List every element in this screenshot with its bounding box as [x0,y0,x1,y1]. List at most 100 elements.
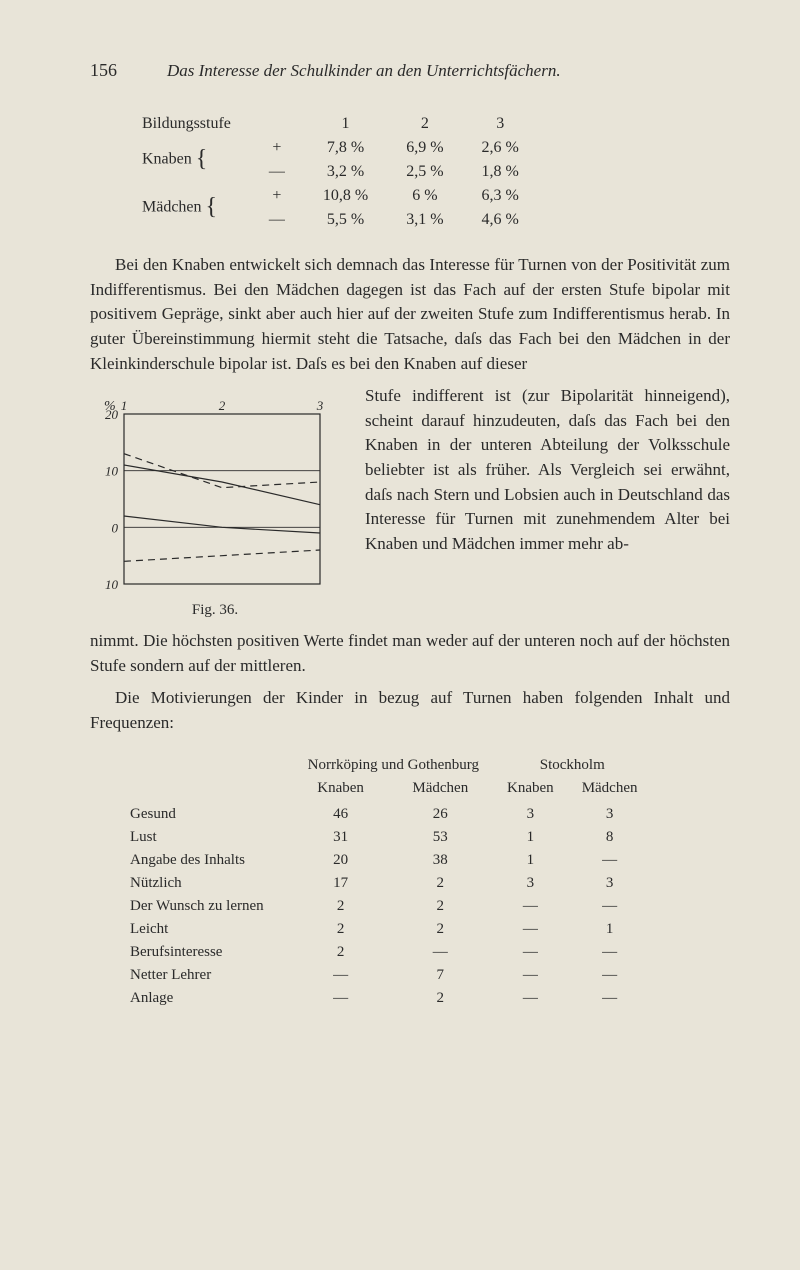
data-cell: 1 [568,918,652,941]
table-row: Anlage—2—— [130,987,652,1010]
data-cell: 31 [294,826,388,849]
data-cell: 5,5 % [305,209,386,231]
sign-cell: — [251,209,303,231]
table-row: Leicht22—1 [130,918,652,941]
data-cell: — [294,987,388,1010]
col-header: Knaben [294,777,388,800]
data-cell: 2 [294,941,388,964]
row-label: Knaben { [142,137,249,183]
data-cell: — [493,918,568,941]
data-cell: 26 [388,800,493,826]
data-cell: 2 [388,918,493,941]
data-cell: — [568,987,652,1010]
table-row: Berufsinteresse2——— [130,941,652,964]
data-cell: 4,6 % [464,209,537,231]
data-cell: 20 [294,849,388,872]
svg-text:1: 1 [121,398,128,413]
data-cell: 7,8 % [305,137,386,159]
sign-cell: + [251,185,303,207]
data-cell: 46 [294,800,388,826]
col-header: Knaben [493,777,568,800]
row-label: Anlage [130,987,294,1010]
data-cell: — [568,895,652,918]
table-header-row: Bildungsstufe 1 2 3 [142,113,537,135]
svg-text:2: 2 [219,398,226,413]
group-header: Stockholm [493,754,651,777]
data-cell: 38 [388,849,493,872]
row-label: Angabe des Inhalts [130,849,294,872]
table-row: Mädchen { + 10,8 % 6 % 6,3 % [142,185,537,207]
header-cell: 2 [388,113,461,135]
row-label: Lust [130,826,294,849]
data-cell: 3 [493,800,568,826]
data-cell: 2 [294,895,388,918]
data-cell: 6,9 % [388,137,461,159]
figure-text-wrap: %2010010123 Fig. 36. Stufe indifferent i… [90,384,730,629]
data-cell: 2,6 % [464,137,537,159]
col-header: Mädchen [568,777,652,800]
data-cell: — [294,964,388,987]
table-row: Netter Lehrer—7—— [130,964,652,987]
data-cell: 53 [388,826,493,849]
paragraph-1: Bei den Knaben entwickelt sich demnach d… [90,253,730,376]
data-cell: — [493,895,568,918]
data-cell: 8 [568,826,652,849]
row-label: Berufsinteresse [130,941,294,964]
data-cell: 6 % [388,185,461,207]
table-row: Lust315318 [130,826,652,849]
sign-cell: + [251,137,303,159]
data-cell: 2 [388,895,493,918]
group-header-row: Norrköping und Gothenburg Stockholm [130,754,652,777]
data-cell: 3,1 % [388,209,461,231]
data-cell: — [568,964,652,987]
data-cell: 3,2 % [305,161,386,183]
page-number: 156 [90,60,117,81]
svg-text:20: 20 [105,407,119,422]
table-row: Knaben { + 7,8 % 6,9 % 2,6 % [142,137,537,159]
row-label: Gesund [130,800,294,826]
table-row: Angabe des Inhalts20381— [130,849,652,872]
table-row: Der Wunsch zu lernen22—— [130,895,652,918]
row-label: Der Wunsch zu lernen [130,895,294,918]
row-label: Netter Lehrer [130,964,294,987]
table-motivierungen: Norrköping und Gothenburg Stockholm Knab… [130,754,652,1010]
data-cell: 17 [294,872,388,895]
data-cell: 3 [493,872,568,895]
figure-caption: Fig. 36. [90,602,340,619]
row-label: Leicht [130,918,294,941]
figure-36: %2010010123 Fig. 36. [90,394,340,619]
svg-text:10: 10 [105,464,119,479]
data-cell: — [388,941,493,964]
data-cell: 3 [568,800,652,826]
chart-svg: %2010010123 [90,394,330,594]
data-cell: — [568,941,652,964]
data-cell: 10,8 % [305,185,386,207]
page-header: 156 Das Interesse der Schulkinder an den… [90,60,730,81]
data-cell: — [493,987,568,1010]
data-cell: — [493,964,568,987]
data-cell: 2 [388,987,493,1010]
data-cell: 3 [568,872,652,895]
col-header: Mädchen [388,777,493,800]
data-cell: 1 [493,826,568,849]
svg-text:3: 3 [316,398,324,413]
svg-text:0: 0 [112,521,119,536]
data-cell: 1,8 % [464,161,537,183]
page-title: Das Interesse der Schulkinder an den Unt… [167,61,561,81]
table-row: Nützlich17233 [130,872,652,895]
group-header: Norrköping und Gothenburg [294,754,493,777]
table-row: Gesund462633 [130,800,652,826]
row-label: Nützlich [130,872,294,895]
data-cell: — [568,849,652,872]
data-cell: — [493,941,568,964]
data-cell: 1 [493,849,568,872]
paragraph-2: Die Motivierungen der Kinder in bezug au… [90,686,730,735]
data-cell: 2 [294,918,388,941]
paragraph-after: nimmt. Die höchsten positiven Werte find… [90,629,730,678]
svg-text:10: 10 [105,577,119,592]
row-label: Mädchen { [142,185,249,231]
col-header-row: Knaben Mädchen Knaben Mädchen [130,777,652,800]
data-cell: 7 [388,964,493,987]
header-cell: 1 [305,113,386,135]
data-cell: 2,5 % [388,161,461,183]
